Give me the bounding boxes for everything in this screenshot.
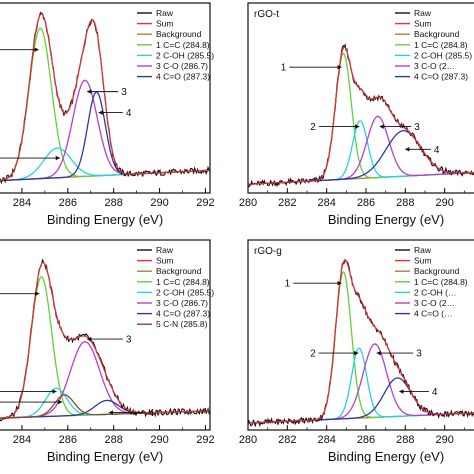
sum-line (248, 259, 474, 424)
legend-entry: 2 C-OH (285.5) (156, 50, 214, 60)
sum-line (0, 261, 210, 419)
legend-entry: 5 C-N (285.8) (156, 319, 208, 329)
peak-annotation-label: 2 (310, 122, 316, 133)
x-tick-label: 282 (278, 434, 296, 446)
peak-annotation-label: 1 (285, 279, 291, 290)
legend-entry: Sum (156, 19, 173, 29)
x-tick-label: 286 (59, 434, 77, 446)
x-tick-label: 282 (278, 197, 296, 209)
x-tick-label: 286 (357, 434, 375, 446)
peak-annotation-label: 4 (432, 387, 438, 398)
legend-entry: 2 C-OH (285.5) (156, 287, 214, 297)
legend-entry: Sum (156, 256, 173, 266)
component-line-2 (0, 147, 210, 182)
plot-area (248, 42, 474, 188)
panel-label: rGO-g (254, 246, 282, 257)
component-line-3 (248, 115, 474, 185)
x-tick-label: 290 (435, 197, 453, 209)
x-axis-label: Binding Energy (eV) (328, 212, 444, 227)
plot-frame (0, 239, 211, 431)
x-tick-label: 292 (196, 434, 214, 446)
plot-area (248, 258, 474, 428)
x-tick-label: 288 (104, 197, 122, 209)
legend-entry: Sum (414, 256, 431, 266)
x-axis-label: Binding Energy (eV) (328, 449, 444, 464)
raw-line (0, 258, 210, 422)
x-tick-label: 288 (396, 197, 414, 209)
chart-panel-3: 282284286288290292Binding Energy (eV)Raw… (0, 239, 215, 464)
legend-entry: 2 C-OH (285.5) (414, 50, 472, 60)
component-line-3 (248, 343, 474, 424)
legend-entry: 1 C=C (284.8) (156, 277, 210, 287)
legend-entry: 4 C=O (287.3) (156, 72, 210, 82)
x-axis-label: Binding Energy (eV) (47, 212, 163, 227)
peak-annotation-label: 4 (434, 145, 440, 156)
raw-line (248, 258, 474, 428)
x-tick-label: 280 (239, 197, 257, 209)
x-tick-label: 292 (196, 197, 214, 209)
peak-annotation-label: 2 (310, 349, 316, 360)
x-tick-label: 288 (396, 434, 414, 446)
x-tick-label: 286 (357, 197, 375, 209)
legend-entry: 4 C=O (287.3) (156, 309, 210, 319)
peak-annotation-label: 3 (416, 349, 422, 360)
legend-entry: 3 C-O (2… (414, 61, 455, 71)
plot-frame (0, 2, 211, 194)
legend-entry: Background (156, 266, 202, 276)
x-tick-label: 290 (150, 434, 168, 446)
peak-annotation-label: 3 (121, 87, 127, 98)
legend-entry: 3 C-O (286.7) (156, 298, 208, 308)
peak-annotation-label: 3 (414, 122, 420, 133)
legend-entry: 3 C-O (2… (414, 298, 455, 308)
legend-entry: 1 C=C (284.8) (414, 40, 468, 50)
component-line-2 (248, 347, 474, 424)
legend-entry: Background (414, 266, 460, 276)
x-tick-label: 284 (13, 197, 31, 209)
legend-entry: 4 C=O (287.3) (414, 72, 468, 82)
chart-panel-4: 280 282 284 286 288 290 Binding Energy (eV) rGO… (239, 239, 474, 464)
legend-entry: 3 C-O (286.7) (156, 61, 208, 71)
x-tick-label: 288 (104, 434, 122, 446)
component-line-3 (0, 341, 210, 419)
x-axis-label: Binding Energy (eV) (47, 449, 163, 464)
component-line-4 (248, 130, 474, 185)
peak-annotation-label: 4 (149, 408, 155, 419)
legend-entry: 2 C-OH (… (414, 287, 457, 297)
sum-line (248, 46, 474, 185)
plot-area (0, 258, 210, 422)
peak-annotation-label: 3 (126, 335, 132, 346)
peak-annotation-label: 4 (126, 108, 132, 119)
x-tick-label: 284 (317, 197, 335, 209)
legend-entry: Background (156, 29, 202, 39)
chart-panel-1: 282284286288290292Binding Energy (eV)Raw… (0, 2, 215, 227)
component-line-5 (0, 394, 210, 419)
x-tick-label: 290 (435, 434, 453, 446)
panel-label: rGO-t (254, 9, 279, 20)
chart-panel-2: 280 282 284 286 288 290 Binding Energy (eV) rGO… (239, 2, 474, 227)
x-tick-label: 284 (13, 434, 31, 446)
legend-entry: Raw (414, 245, 432, 255)
x-tick-label: 280 (239, 434, 257, 446)
legend-entry: Raw (156, 245, 174, 255)
legend-entry: Raw (156, 8, 174, 18)
legend-entry: 4 C=O (… (414, 309, 453, 319)
component-line-4 (248, 377, 474, 424)
x-tick-label: 286 (59, 197, 77, 209)
legend-entry: 1 C=C (284.8) (156, 40, 210, 50)
legend-entry: Background (414, 29, 460, 39)
legend-entry: Sum (414, 19, 431, 29)
legend-entry: Raw (414, 8, 432, 18)
x-tick-label: 290 (150, 197, 168, 209)
sum-line (0, 13, 210, 181)
plot-area (0, 11, 210, 185)
legend-entry: 1 C=C (284.8) (414, 277, 468, 287)
component-line-4 (0, 91, 210, 182)
peak-annotation-label: 1 (281, 63, 287, 74)
x-tick-label: 284 (317, 434, 335, 446)
